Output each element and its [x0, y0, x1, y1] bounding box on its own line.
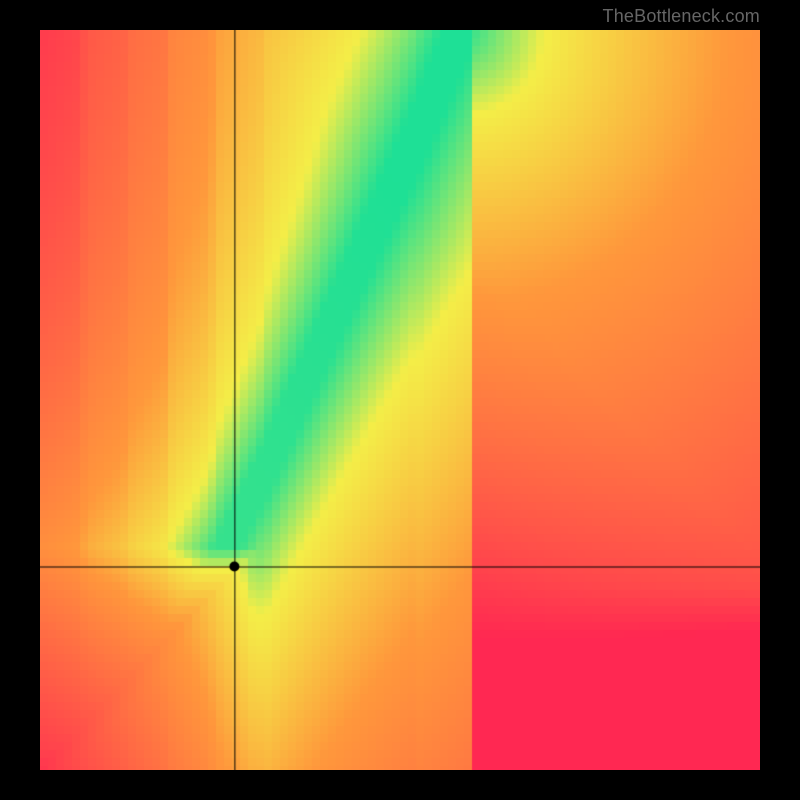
chart-root: TheBottleneck.com	[0, 0, 800, 800]
watermark-text: TheBottleneck.com	[603, 6, 760, 27]
bottleneck-heatmap	[40, 30, 760, 770]
